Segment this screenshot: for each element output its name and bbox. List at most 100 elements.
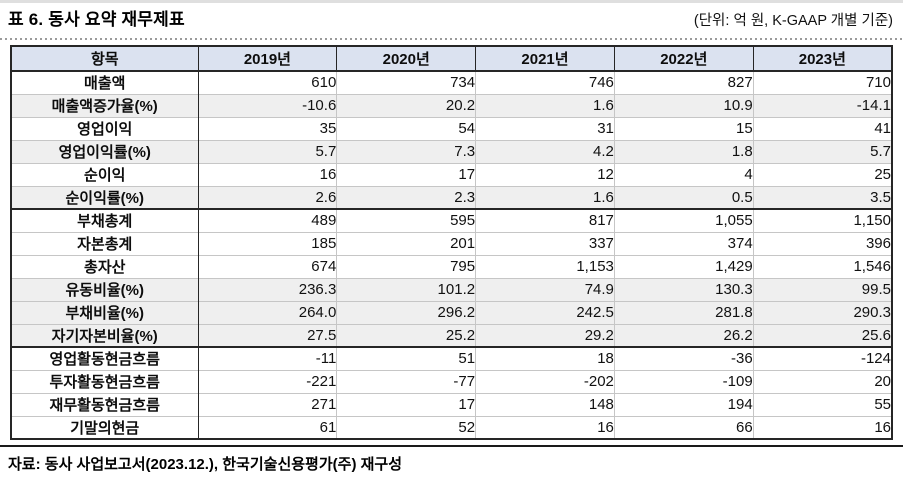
row-label: 영업이익률(%) bbox=[11, 139, 199, 163]
row-label: 영업이익 bbox=[11, 116, 199, 140]
cell-value: -10.6 bbox=[198, 93, 338, 117]
dotted-divider bbox=[0, 38, 903, 40]
column-header: 2022년 bbox=[613, 45, 754, 72]
cell-value: 18 bbox=[475, 346, 615, 370]
cell-value: 16 bbox=[753, 415, 892, 439]
cell-value: 12 bbox=[475, 162, 615, 186]
table-row: 매출액 610 734 746 827 710 bbox=[11, 71, 892, 94]
table-row: 영업이익 35 54 31 15 41 bbox=[11, 116, 892, 140]
cell-value: 674 bbox=[198, 254, 338, 278]
cell-value: 817 bbox=[475, 208, 615, 232]
cell-value: 61 bbox=[198, 415, 338, 439]
cell-value: 194 bbox=[614, 392, 754, 416]
row-label: 자기자본비율(%) bbox=[11, 323, 199, 347]
cell-value: 734 bbox=[336, 71, 477, 94]
row-label: 유동비율(%) bbox=[11, 277, 199, 301]
row-label: 기말의현금 bbox=[11, 415, 199, 439]
cell-value: -14.1 bbox=[753, 93, 892, 117]
source-note: 자료: 동사 사업보고서(2023.12.), 한국기술신용평가(주) 재구성 bbox=[8, 456, 403, 473]
cell-value: 15 bbox=[614, 116, 754, 140]
cell-value: 296.2 bbox=[336, 300, 477, 324]
cell-value: 610 bbox=[198, 71, 338, 94]
cell-value: 31 bbox=[475, 116, 615, 140]
row-label: 순이익 bbox=[11, 162, 199, 186]
cell-value: 281.8 bbox=[614, 300, 754, 324]
cell-value: 5.7 bbox=[753, 139, 892, 163]
cell-value: 1,153 bbox=[475, 254, 615, 278]
cell-value: -36 bbox=[614, 346, 754, 370]
cell-value: 396 bbox=[753, 231, 892, 255]
table-row: 매출액증가율(%) -10.6 20.2 1.6 10.9 -14.1 bbox=[11, 93, 892, 117]
row-label: 부채총계 bbox=[11, 208, 199, 232]
cell-value: 54 bbox=[336, 116, 477, 140]
cell-value: 489 bbox=[198, 208, 338, 232]
table-row: 재무활동현금흐름 271 17 148 194 55 bbox=[11, 392, 892, 416]
cell-value: 1.8 bbox=[614, 139, 754, 163]
cell-value: 1.6 bbox=[475, 93, 615, 117]
cell-value: 1,429 bbox=[614, 254, 754, 278]
financial-table: 항목 2019년 2020년 2021년 2022년 2023년 매출액 610 734 746… bbox=[10, 45, 893, 440]
row-label: 매출액 bbox=[11, 71, 199, 94]
column-header: 2023년 bbox=[752, 45, 893, 72]
table-row: 자본총계 185 201 337 374 396 bbox=[11, 231, 892, 255]
cell-value: -124 bbox=[753, 346, 892, 370]
cell-value: 20 bbox=[753, 369, 892, 393]
cell-value: 3.5 bbox=[753, 185, 892, 209]
table-row: 투자활동현금흐름 -221 -77 -202 -109 20 bbox=[11, 369, 892, 393]
table-row: 순이익률(%) 2.6 2.3 1.6 0.5 3.5 bbox=[11, 185, 892, 209]
cell-value: 27.5 bbox=[198, 323, 338, 347]
row-label: 부채비율(%) bbox=[11, 300, 199, 324]
row-label: 순이익률(%) bbox=[11, 185, 199, 209]
cell-value: 17 bbox=[336, 392, 477, 416]
cell-value: 148 bbox=[475, 392, 615, 416]
cell-value: 35 bbox=[198, 116, 338, 140]
cell-value: 264.0 bbox=[198, 300, 338, 324]
cell-value: 25.2 bbox=[336, 323, 477, 347]
cell-value: 25.6 bbox=[753, 323, 892, 347]
cell-value: 185 bbox=[198, 231, 338, 255]
title-bar: 표 6. 동사 요약 재무제표 (단위: 억 원, K-GAAP 개별 기준) bbox=[0, 3, 903, 32]
cell-value: 99.5 bbox=[753, 277, 892, 301]
bottom-divider bbox=[0, 445, 903, 447]
financial-table-body: 매출액 610 734 746 827 710 매출액증가율(%) -10.6 20.2 1.6 1… bbox=[11, 71, 892, 439]
row-label: 자본총계 bbox=[11, 231, 199, 255]
table-row: 부채비율(%) 264.0 296.2 242.5 281.8 290.3 bbox=[11, 300, 892, 324]
cell-value: 2.6 bbox=[198, 185, 338, 209]
cell-value: -77 bbox=[336, 369, 477, 393]
cell-value: 66 bbox=[614, 415, 754, 439]
cell-value: 271 bbox=[198, 392, 338, 416]
cell-value: 242.5 bbox=[475, 300, 615, 324]
cell-value: 55 bbox=[753, 392, 892, 416]
table-row: 유동비율(%) 236.3 101.2 74.9 130.3 99.5 bbox=[11, 277, 892, 301]
row-label: 투자활동현금흐름 bbox=[11, 369, 199, 393]
cell-value: 374 bbox=[614, 231, 754, 255]
row-label: 재무활동현금흐름 bbox=[11, 392, 199, 416]
cell-value: 595 bbox=[336, 208, 477, 232]
cell-value: 827 bbox=[614, 71, 754, 94]
table-title: 표 6. 동사 요약 재무제표 bbox=[8, 10, 185, 29]
cell-value: 710 bbox=[753, 71, 892, 94]
cell-value: 25 bbox=[753, 162, 892, 186]
cell-value: 5.7 bbox=[198, 139, 338, 163]
cell-value: 236.3 bbox=[198, 277, 338, 301]
table-row: 기말의현금 61 52 16 66 16 bbox=[11, 415, 892, 439]
cell-value: 51 bbox=[336, 346, 477, 370]
cell-value: 0.5 bbox=[614, 185, 754, 209]
cell-value: 337 bbox=[475, 231, 615, 255]
table-row: 영업활동현금흐름 -11 51 18 -36 -124 bbox=[11, 346, 892, 370]
cell-value: 130.3 bbox=[614, 277, 754, 301]
unit-note: (단위: 억 원, K-GAAP 개별 기준) bbox=[693, 13, 893, 29]
cell-value: -202 bbox=[475, 369, 615, 393]
cell-value: 4.2 bbox=[475, 139, 615, 163]
cell-value: 29.2 bbox=[475, 323, 615, 347]
column-header: 2019년 bbox=[197, 45, 338, 72]
cell-value: 795 bbox=[336, 254, 477, 278]
cell-value: 101.2 bbox=[336, 277, 477, 301]
top-divider bbox=[0, 0, 903, 3]
column-header: 2020년 bbox=[336, 45, 477, 72]
cell-value: -11 bbox=[198, 346, 338, 370]
cell-value: 2.3 bbox=[336, 185, 477, 209]
cell-value: 290.3 bbox=[753, 300, 892, 324]
cell-value: 7.3 bbox=[336, 139, 477, 163]
